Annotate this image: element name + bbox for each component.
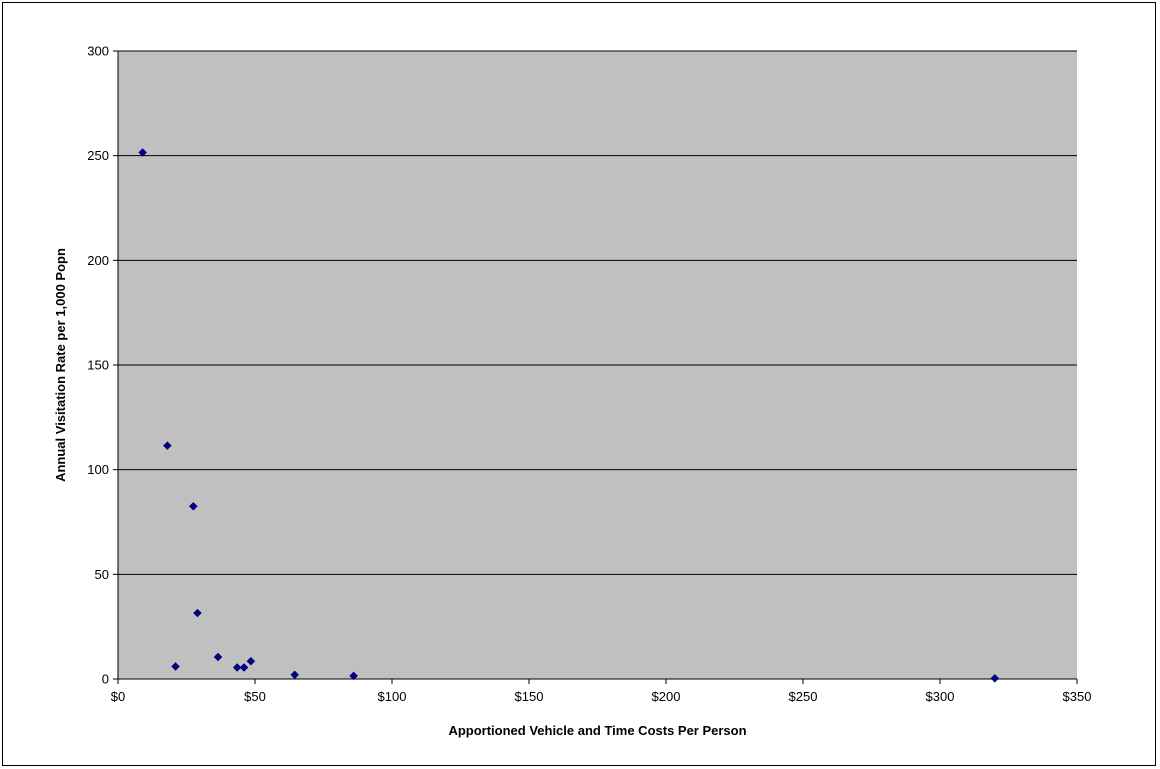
data-point: [213, 652, 223, 662]
x-tick-label: $50: [244, 689, 266, 704]
data-point: [188, 501, 198, 511]
x-tick-label: $0: [111, 689, 125, 704]
x-tick-label: $100: [378, 689, 407, 704]
x-tick-label: $350: [1063, 689, 1092, 704]
x-tick-label: $250: [789, 689, 818, 704]
x-tick-label: $300: [926, 689, 955, 704]
data-point: [171, 662, 180, 671]
data-point: [162, 441, 172, 450]
gridlines: [118, 50, 1077, 575]
y-tick-label: 100: [87, 462, 109, 477]
data-point: [290, 670, 300, 680]
x-axis-ticks: $0 $50 $100 $150 $200 $250 $300 $350: [111, 679, 1092, 704]
y-tick-label: 200: [87, 253, 109, 268]
y-tick-label: 150: [87, 358, 109, 373]
data-point: [990, 674, 1000, 683]
data-point: [349, 671, 358, 681]
data-point: [138, 148, 148, 157]
x-tick-label: $150: [515, 689, 544, 704]
x-tick-label: $200: [652, 689, 681, 704]
data-point: [193, 608, 202, 618]
y-axis-title: Annual Visitation Rate per 1,000 Popn: [53, 248, 68, 482]
y-tick-label: 250: [87, 148, 109, 163]
data-point: [232, 663, 242, 672]
y-tick-label: 300: [87, 44, 109, 59]
y-tick-label: 0: [102, 672, 109, 687]
y-tick-label: 50: [95, 567, 109, 582]
x-axis-title: Apportioned Vehicle and Time Costs Per P…: [448, 723, 746, 738]
y-axis-ticks: 0 50 100 150 200 250 300: [87, 44, 118, 687]
data-point: [239, 663, 249, 672]
data-point: [246, 656, 256, 666]
data-points: [138, 148, 1000, 683]
